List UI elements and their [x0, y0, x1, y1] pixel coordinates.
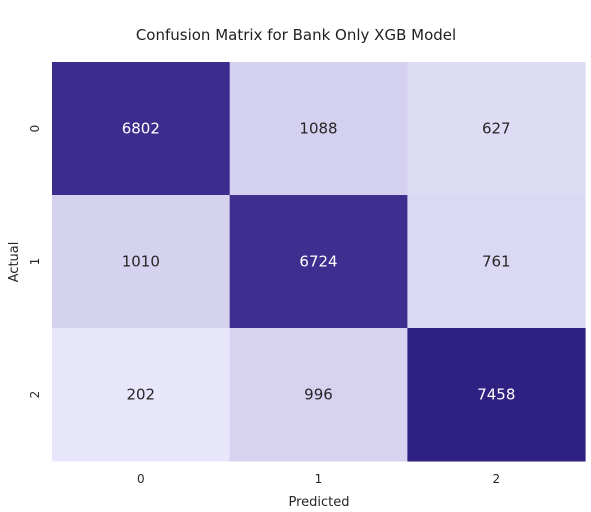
cell-value-label: 996 — [304, 386, 333, 404]
y-tick-label: 1 — [28, 258, 42, 266]
cell-value-label: 1088 — [299, 120, 337, 138]
heatmap-cell — [52, 328, 231, 462]
cell-value-label: 6802 — [122, 120, 160, 138]
x-tick-label: 2 — [492, 472, 500, 486]
x-tick-labels: 0 1 2 — [137, 472, 500, 486]
heatmap-cell — [229, 195, 408, 329]
x-tick-label: 1 — [315, 472, 323, 486]
cell-value-label: 627 — [482, 120, 511, 138]
heatmap-cell — [229, 328, 408, 462]
heatmap-cells: 6802 1088 627 1010 6724 761 202 996 7458 — [52, 62, 586, 462]
y-tick-label: 2 — [28, 391, 42, 399]
y-tick-labels: 0 1 2 — [28, 125, 42, 399]
x-axis-label: Predicted — [288, 495, 349, 510]
x-tick-label: 0 — [137, 472, 145, 486]
y-axis-label: Actual — [7, 242, 22, 283]
cell-value-label: 6724 — [299, 253, 337, 271]
heatmap-cell — [407, 195, 586, 329]
y-tick-label: 0 — [28, 125, 42, 133]
chart-title: Confusion Matrix for Bank Only XGB Model — [136, 26, 456, 44]
cell-value-label: 7458 — [477, 386, 515, 404]
cell-value-label: 1010 — [122, 253, 160, 271]
heatmap-cell — [407, 62, 586, 196]
heatmap-cell — [407, 328, 586, 462]
cell-value-label: 761 — [482, 253, 511, 271]
heatmap-cell — [52, 62, 231, 196]
cell-value-label: 202 — [126, 386, 155, 404]
heatmap-cell — [52, 195, 231, 329]
heatmap-cell — [229, 62, 408, 196]
